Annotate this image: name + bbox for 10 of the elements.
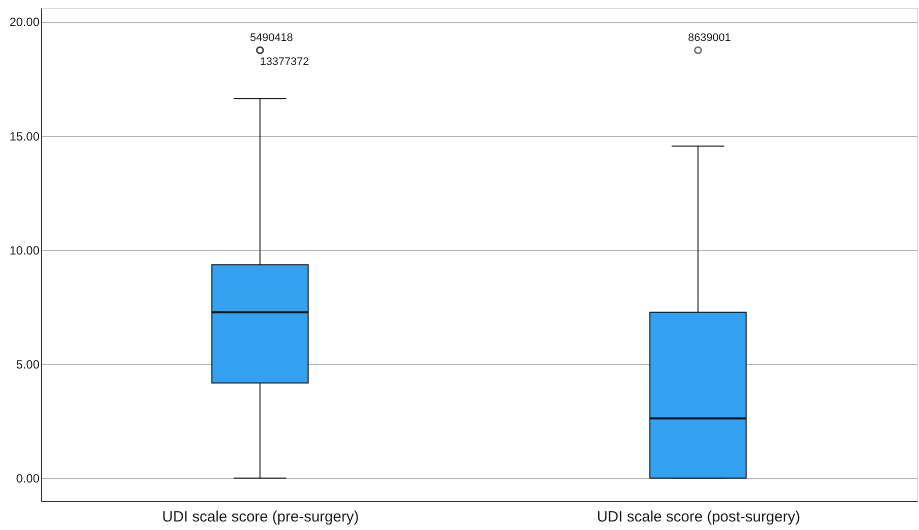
x-tick-label: UDI scale score (pre-surgery) — [162, 508, 359, 526]
y-tick-label: 0.00 — [16, 472, 40, 486]
y-tick-label: 20.00 — [9, 15, 40, 30]
y-tick-label: 5.00 — [16, 358, 40, 372]
x-tick-label: UDI scale score (post-surgery) — [596, 508, 800, 526]
y-tick-label: 10.00 — [9, 243, 40, 258]
annotation: 13377372 — [260, 56, 309, 68]
annotation: 5490418 — [250, 32, 293, 44]
y-tick-label: 15.00 — [9, 129, 40, 144]
annotation: 8639001 — [688, 32, 731, 44]
